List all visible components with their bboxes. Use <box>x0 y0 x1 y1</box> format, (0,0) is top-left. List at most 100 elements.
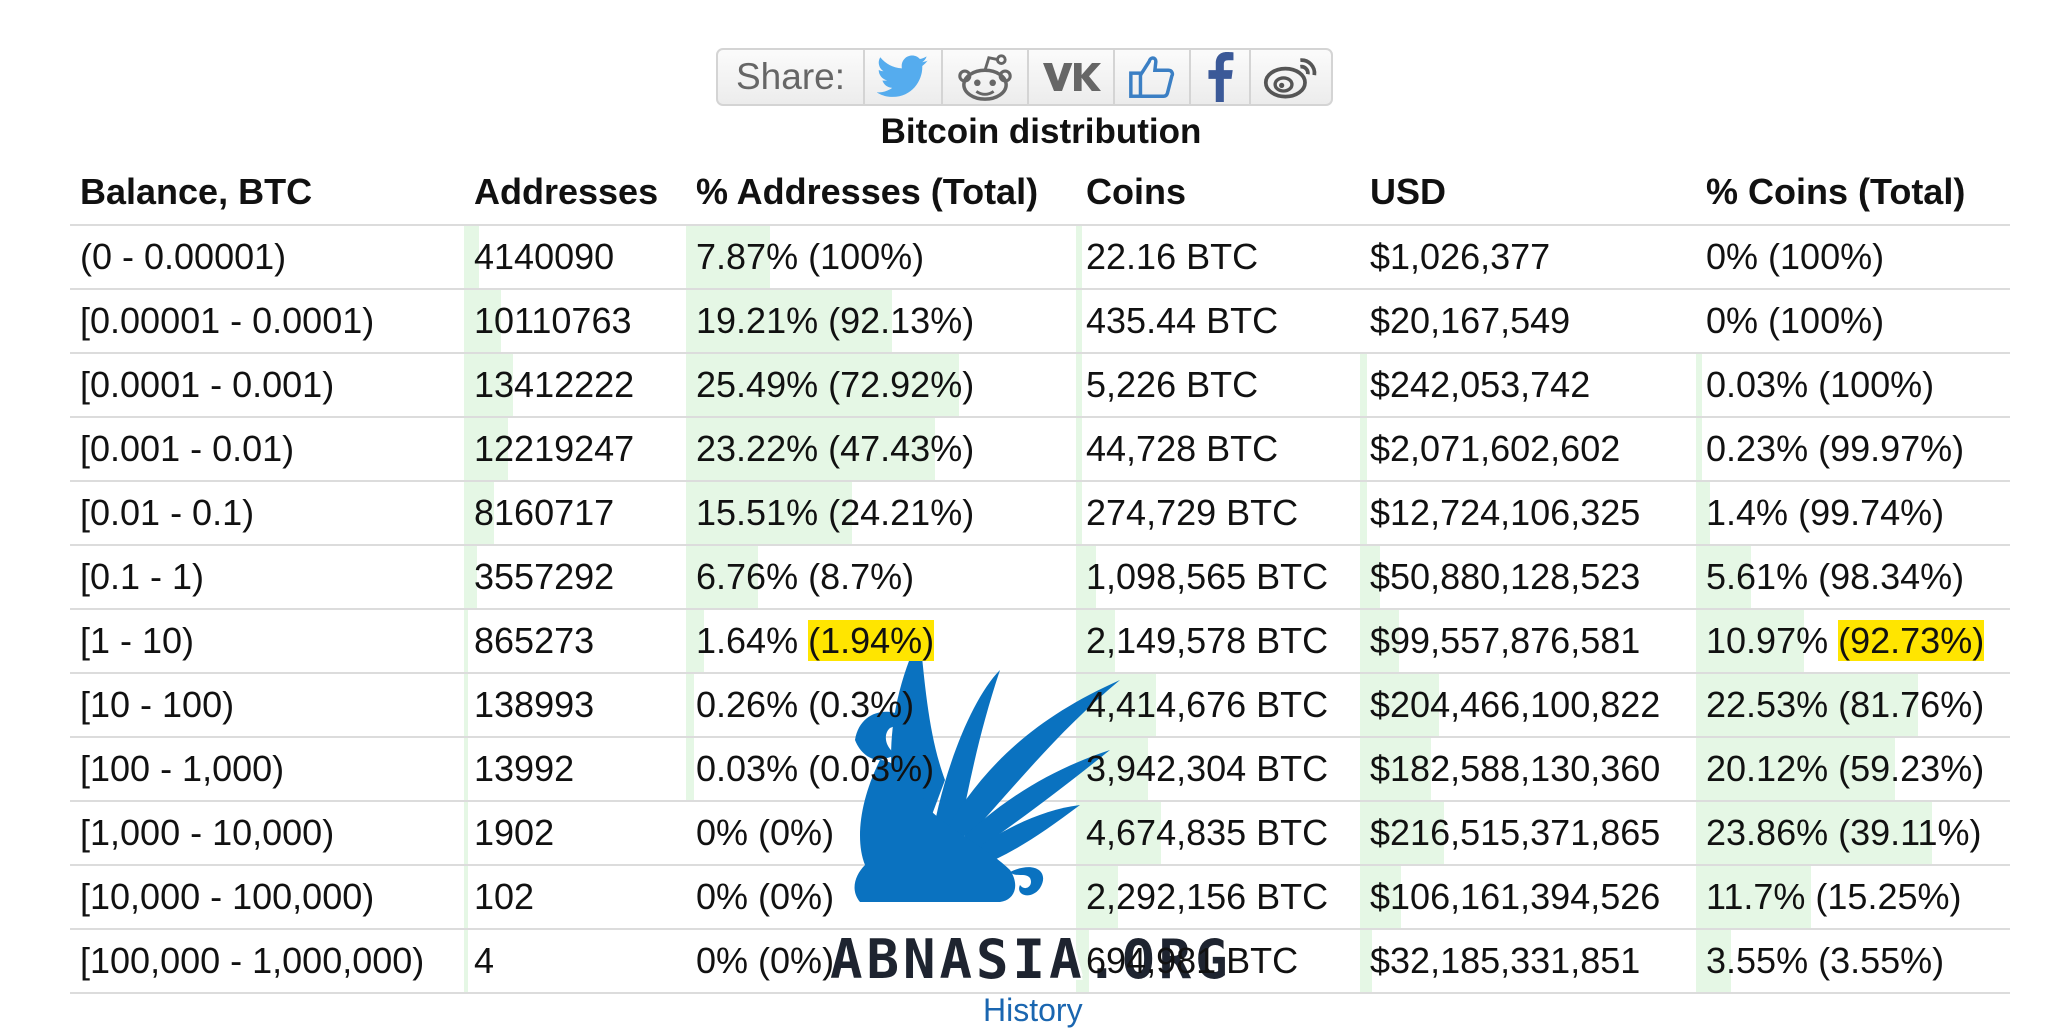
cell-pct-addresses: 15.51% (24.21%) <box>686 481 1076 546</box>
cell-coins: 435.44 BTC <box>1076 289 1360 354</box>
cell-coins-bar <box>1076 866 1118 928</box>
cell-pct-addresses: 0% (0%) <box>686 929 1076 994</box>
cell-pct-coins: 0.03% (100%) <box>1696 353 2010 418</box>
share-vk-button[interactable] <box>1029 50 1116 104</box>
coins-value: 435.44 BTC <box>1086 300 1279 341</box>
column-header-pct-addresses[interactable]: % Addresses (Total) <box>686 160 1076 226</box>
cell-usd-bar <box>1360 482 1367 544</box>
pct-coins-total: (15.25%) <box>1815 876 1962 917</box>
pct-addresses-value: 15.51% <box>696 492 819 533</box>
cell-balance-text: [100,000 - 1,000,000) <box>80 940 424 981</box>
cell-pct-addresses-bar <box>686 738 694 800</box>
cell-pct-addresses-text: 0.26% (0.3%) <box>696 684 914 725</box>
share-reddit-button[interactable] <box>943 50 1030 104</box>
cell-pct-coins-text: 0.03% (100%) <box>1706 364 1934 405</box>
pct-coins-value: 23.86% <box>1706 812 1829 853</box>
cell-addresses-text: 8160717 <box>474 492 614 533</box>
cell-pct-addresses-text: 6.76% (8.7%) <box>696 556 914 597</box>
cell-addresses-bar <box>464 802 469 864</box>
cell-balance: [10,000 - 100,000) <box>70 865 464 930</box>
cell-usd-bar <box>1360 866 1402 928</box>
cell-addresses: 13992 <box>464 737 686 802</box>
pct-coins-value: 20.12% <box>1706 748 1829 789</box>
coins-value: 22.16 BTC <box>1086 236 1259 277</box>
share-facebook-button[interactable] <box>1191 50 1252 104</box>
cell-addresses-bar <box>464 546 477 608</box>
column-header-usd[interactable]: USD <box>1360 160 1696 226</box>
cell-balance-text: [0.1 - 1) <box>80 556 204 597</box>
cell-usd: $106,161,394,526 <box>1360 865 1696 930</box>
watermark-griffin-logo <box>854 635 1120 902</box>
cell-coins: 44,728 BTC <box>1076 417 1360 482</box>
share-like-button[interactable] <box>1115 50 1192 104</box>
cell-addresses-bar <box>464 290 501 352</box>
cell-usd-bar <box>1360 930 1373 992</box>
cell-pct-coins-text: 20.12% (59.23%) <box>1706 748 1984 789</box>
cell-balance: (0 - 0.00001) <box>70 225 464 290</box>
usd-value: $32,185,331,851 <box>1370 940 1641 981</box>
cell-usd-bar <box>1360 418 1367 480</box>
usd-value: $2,071,602,602 <box>1370 428 1621 469</box>
column-header-pct-coins[interactable]: % Coins (Total) <box>1696 160 2010 226</box>
cell-usd: $20,167,549 <box>1360 289 1696 354</box>
balance-value: [0.1 - 1) <box>80 556 205 597</box>
pct-coins-total: (3.55%) <box>1818 940 1945 981</box>
pct-coins-total: (100%) <box>1768 236 1885 277</box>
table-row: [0.00001 - 0.0001) 10110763 19.21% (92.13%… <box>70 289 2010 354</box>
cell-balance-text: [10 - 100) <box>80 684 234 725</box>
history-link[interactable]: History <box>983 992 1083 1028</box>
cell-usd-text: $242,053,742 <box>1370 364 1590 405</box>
column-header-balance[interactable]: Balance, BTC <box>70 160 464 226</box>
pct-addresses-total: (72.92%) <box>828 364 975 405</box>
pct-addresses-total: (24.21%) <box>828 492 975 533</box>
balance-value: [0.01 - 0.1) <box>80 492 255 533</box>
cell-pct-coins-text: 0.23% (99.97%) <box>1706 428 1964 469</box>
cell-addresses-bar <box>464 866 469 928</box>
cell-pct-coins-bar <box>1696 930 1732 992</box>
column-header-addresses[interactable]: Addresses <box>464 160 686 226</box>
cell-balance-text: [1,000 - 10,000) <box>80 812 334 853</box>
table-row: [0.01 - 0.1) 8160717 15.51% (24.21%) 274,72… <box>70 481 2010 546</box>
cell-usd-text: $204,466,100,822 <box>1370 684 1660 725</box>
pct-addresses-total: (100%) <box>808 236 925 277</box>
share-bar: Share: <box>716 48 1334 106</box>
cell-coins-text: 2,149,578 BTC <box>1086 620 1328 661</box>
pct-addresses-total: (0%) <box>758 940 835 981</box>
share-weibo-button[interactable] <box>1251 50 1331 104</box>
cell-pct-addresses: 25.49% (72.92%) <box>686 353 1076 418</box>
cell-addresses-bar <box>464 738 469 800</box>
cell-usd-text: $182,588,130,360 <box>1370 748 1660 789</box>
cell-balance: [0.01 - 0.1) <box>70 481 464 546</box>
table-row: [100 - 1,000) 13992 0.03% (0.03%) 3,942,304… <box>70 737 2010 802</box>
pct-addresses-value: 0% <box>696 940 749 981</box>
cell-pct-coins-bar <box>1696 738 1895 800</box>
cell-addresses-text: 4140090 <box>474 236 614 277</box>
cell-pct-coins: 0% (100%) <box>1696 225 2010 290</box>
cell-usd: $99,557,876,581 <box>1360 609 1696 674</box>
share-twitter-button[interactable] <box>865 50 944 104</box>
cell-pct-coins-text: 3.55% (3.55%) <box>1706 940 1944 981</box>
usd-value: $106,161,394,526 <box>1370 876 1661 917</box>
cell-coins-text: 3,942,304 BTC <box>1086 748 1328 789</box>
bitcoin-distribution-table: Balance, BTC Addresses % Addresses (Tota… <box>70 160 2010 994</box>
addresses-value: 13992 <box>474 748 575 789</box>
pct-addresses-total: (0.3%) <box>808 684 915 725</box>
column-header-coins[interactable]: Coins <box>1076 160 1360 226</box>
cell-pct-coins-text: 10.97% (92.73%) <box>1706 620 1985 661</box>
cell-pct-coins: 1.4% (99.74%) <box>1696 481 2010 546</box>
cell-pct-addresses: 1.64% (1.94%) <box>686 609 1076 674</box>
pct-addresses-total: (0%) <box>758 876 835 917</box>
cell-usd: $216,515,371,865 <box>1360 801 1696 866</box>
cell-usd-text: $20,167,549 <box>1370 300 1570 341</box>
cell-pct-coins-bar <box>1696 418 1703 480</box>
cell-pct-coins-text: 22.53% (81.76%) <box>1706 684 1984 725</box>
cell-usd-text: $12,724,106,325 <box>1370 492 1640 533</box>
cell-addresses-bar <box>464 482 494 544</box>
cell-coins-bar <box>1076 226 1082 288</box>
cell-usd: $1,026,377 <box>1360 225 1696 290</box>
cell-addresses: 8160717 <box>464 481 686 546</box>
cell-coins: 5,226 BTC <box>1076 353 1360 418</box>
cell-pct-coins-text: 0% (100%) <box>1706 300 1884 341</box>
cell-coins: 2,149,578 BTC <box>1076 609 1360 674</box>
facebook-icon <box>1208 52 1234 102</box>
